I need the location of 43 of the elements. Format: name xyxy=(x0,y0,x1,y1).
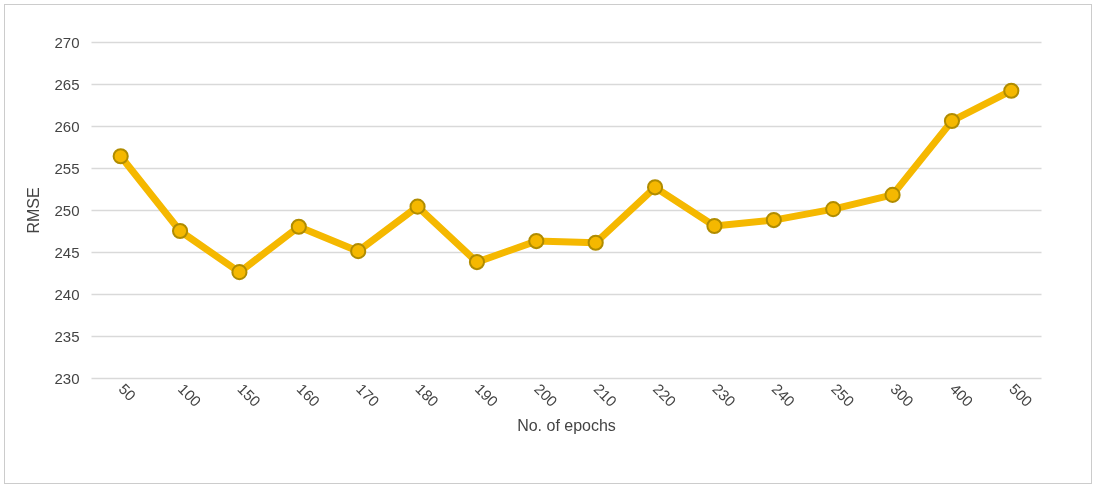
x-tick-label: 100 xyxy=(174,380,205,410)
point xyxy=(1003,82,1020,99)
x-tick-label: 240 xyxy=(768,380,799,410)
point xyxy=(706,217,723,235)
y-tick-label: 260 xyxy=(54,117,80,135)
point xyxy=(884,186,901,203)
x-tick-label: 160 xyxy=(293,380,324,410)
point xyxy=(468,254,486,271)
point xyxy=(765,212,782,229)
x-tick-label: 170 xyxy=(353,380,383,410)
x-tick-label: 150 xyxy=(234,380,264,410)
point xyxy=(231,264,248,281)
x-tick-label: 190 xyxy=(471,380,502,410)
point xyxy=(409,198,426,215)
x-tick-label: 400 xyxy=(946,380,977,410)
point xyxy=(825,201,842,218)
x-axis-title: No. of epochs xyxy=(517,416,616,434)
y-tick-label: 255 xyxy=(54,159,80,177)
point xyxy=(587,234,604,251)
x-tick-label: 230 xyxy=(709,380,739,410)
point xyxy=(171,222,189,240)
y-tick-label: 245 xyxy=(54,243,80,261)
point xyxy=(528,233,545,250)
y-axis-title: RMSE xyxy=(25,187,43,234)
x-tick-label: 200 xyxy=(531,380,561,410)
y-tick-label: 265 xyxy=(54,75,80,93)
x-tick-label: 210 xyxy=(590,380,621,410)
point xyxy=(112,148,129,165)
y-tick-label: 250 xyxy=(54,201,80,219)
x-tick-label: 500 xyxy=(1006,380,1036,410)
point xyxy=(943,112,961,130)
point xyxy=(646,179,664,196)
y-tick-label: 230 xyxy=(54,369,80,387)
y-tick-label: 235 xyxy=(54,327,80,345)
x-tick-label: 300 xyxy=(887,380,918,410)
x-tick-label: 180 xyxy=(412,380,443,410)
x-tick-label: 220 xyxy=(649,380,680,410)
x-tick-label: 250 xyxy=(828,380,858,410)
y-tick-label: 240 xyxy=(54,285,80,303)
x-tick-label: 50 xyxy=(115,380,140,404)
point xyxy=(290,218,307,235)
point xyxy=(350,243,367,260)
y-tick-label: 270 xyxy=(54,33,80,51)
